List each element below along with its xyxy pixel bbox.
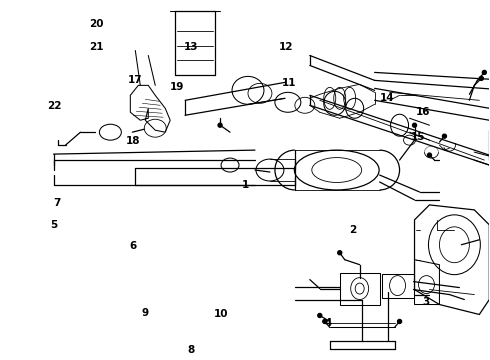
Text: 19: 19 <box>170 82 184 92</box>
Circle shape <box>323 319 327 323</box>
Circle shape <box>397 319 401 323</box>
Text: 20: 20 <box>89 19 103 29</box>
Circle shape <box>479 76 483 80</box>
Bar <box>382 274 414 298</box>
Text: 4: 4 <box>324 319 332 328</box>
Circle shape <box>442 134 446 138</box>
Text: 15: 15 <box>411 132 426 142</box>
Text: 8: 8 <box>188 345 195 355</box>
Text: 1: 1 <box>242 180 248 190</box>
Text: 13: 13 <box>184 42 198 52</box>
Text: 14: 14 <box>379 93 394 103</box>
Text: 5: 5 <box>50 220 57 230</box>
Circle shape <box>218 123 222 127</box>
Text: 21: 21 <box>89 42 103 52</box>
Circle shape <box>318 314 322 318</box>
Text: 9: 9 <box>141 308 148 318</box>
Text: 7: 7 <box>53 198 61 208</box>
Text: 2: 2 <box>349 225 356 235</box>
Text: 18: 18 <box>125 136 140 145</box>
Text: 12: 12 <box>279 42 294 52</box>
Circle shape <box>482 71 486 75</box>
Circle shape <box>413 123 416 127</box>
Text: 10: 10 <box>213 310 228 319</box>
Text: 16: 16 <box>416 107 431 117</box>
Text: 22: 22 <box>47 102 62 112</box>
Circle shape <box>427 153 432 157</box>
Circle shape <box>338 251 342 255</box>
Text: 17: 17 <box>128 75 143 85</box>
Text: 3: 3 <box>422 297 429 307</box>
Bar <box>340 273 380 305</box>
Text: 6: 6 <box>129 241 136 251</box>
Text: 11: 11 <box>282 78 296 88</box>
